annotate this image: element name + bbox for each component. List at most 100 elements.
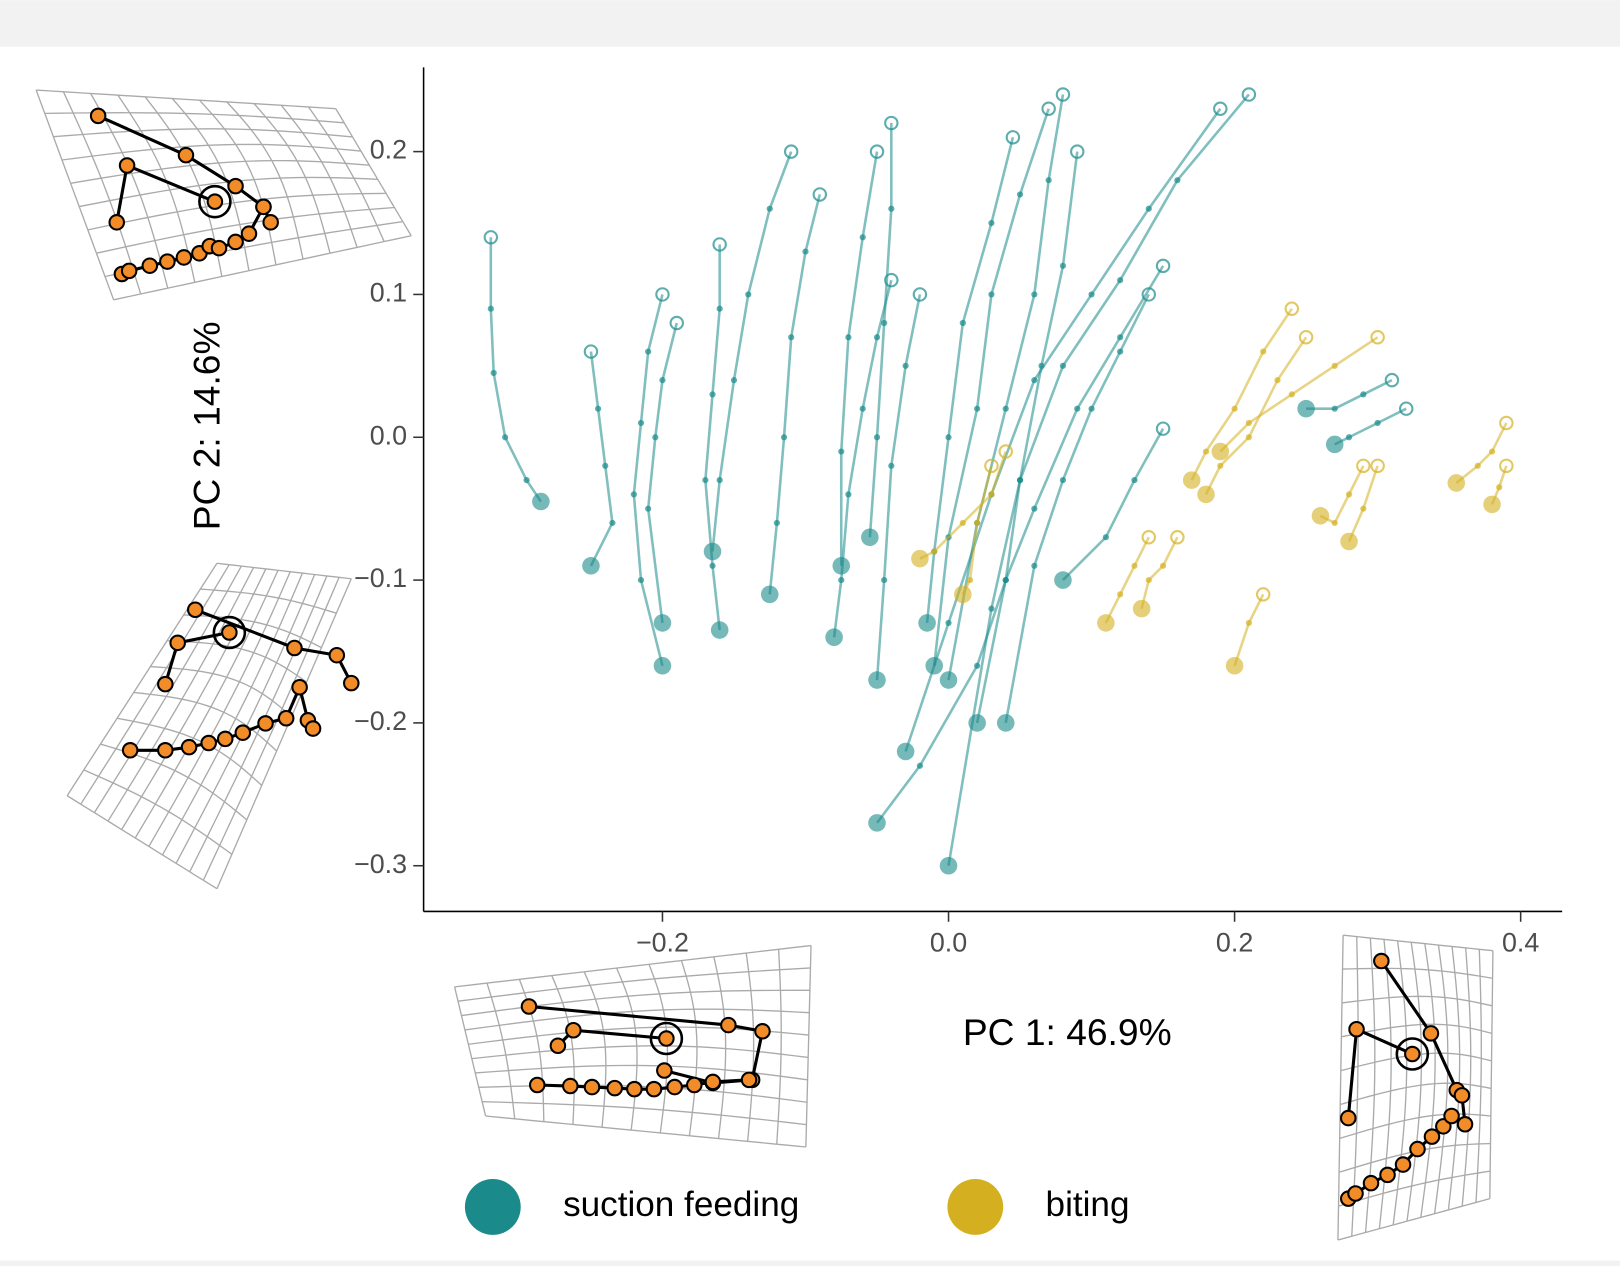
warp-grid — [117, 94, 196, 283]
point — [845, 334, 852, 341]
warp-grid — [116, 717, 263, 786]
point — [945, 619, 952, 627]
point — [1345, 434, 1353, 441]
landmark — [180, 738, 198, 756]
point — [766, 205, 773, 212]
warp-grid — [583, 971, 607, 1128]
trajectory — [925, 137, 1015, 624]
start-point — [1213, 101, 1228, 116]
landmark — [1347, 1185, 1364, 1202]
warp-grid — [1461, 947, 1472, 1207]
point — [838, 448, 845, 455]
point — [1245, 619, 1252, 627]
trajectory — [1204, 336, 1308, 495]
start-point — [583, 344, 599, 359]
landmark — [157, 675, 174, 693]
warp-grid — [1341, 1023, 1493, 1038]
start-point — [998, 444, 1013, 459]
warp-grid — [745, 952, 755, 1142]
landmark — [1404, 1045, 1421, 1063]
trajectory — [704, 244, 721, 631]
start-point — [1298, 330, 1314, 345]
end-point — [868, 671, 886, 689]
end-point — [1097, 614, 1115, 632]
trajectory — [868, 123, 893, 538]
point — [1088, 405, 1095, 412]
warp-grid — [1351, 936, 1359, 1237]
point — [1117, 591, 1124, 598]
end-point — [939, 856, 958, 875]
warp-grid — [175, 574, 316, 864]
point — [1260, 348, 1267, 355]
top-bar — [0, 0, 1620, 47]
landmark — [262, 214, 279, 231]
x-tick-label: 0.0 — [930, 928, 967, 958]
warp-grid — [202, 577, 340, 881]
x-tick-label: 0.2 — [1216, 928, 1253, 958]
point — [888, 205, 895, 212]
warp-grid — [134, 570, 279, 839]
end-point — [653, 656, 672, 675]
start-point — [1370, 330, 1385, 345]
landmark-ring — [198, 184, 232, 219]
point — [1059, 362, 1067, 369]
landmark — [1348, 1020, 1365, 1038]
point — [974, 662, 981, 669]
landmark — [1340, 1109, 1357, 1127]
trajectory — [875, 265, 1165, 824]
end-point — [1211, 442, 1230, 461]
point — [916, 762, 924, 769]
warp-grid — [161, 572, 304, 856]
warp-grid — [1343, 934, 1493, 952]
point — [716, 477, 723, 484]
warp-grid — [133, 691, 278, 752]
point — [988, 605, 995, 612]
warp-grid — [1378, 939, 1392, 1229]
start-point — [1055, 87, 1071, 102]
trajectory — [1306, 378, 1393, 410]
warp-grid — [805, 945, 812, 1148]
y-tick-label: −0.1 — [354, 563, 407, 593]
point — [487, 305, 494, 312]
warp-grid — [1337, 1198, 1490, 1241]
start-point — [884, 115, 899, 131]
point — [637, 419, 645, 427]
start-point — [869, 144, 885, 159]
warp-grid — [486, 982, 516, 1119]
trajectory — [1104, 536, 1150, 624]
x-tick-label: −0.2 — [636, 928, 689, 958]
landmark — [1453, 1087, 1471, 1104]
end-point — [532, 492, 550, 511]
warp-grid — [1433, 944, 1449, 1214]
point — [1288, 391, 1295, 398]
warp-grid — [1337, 935, 1344, 1240]
landmark — [169, 634, 186, 652]
end-point — [911, 549, 929, 568]
start-point — [884, 272, 899, 288]
point — [902, 362, 909, 369]
end-point — [868, 814, 886, 832]
warp-grid — [280, 104, 358, 248]
point — [1045, 177, 1052, 184]
warp-grid — [61, 143, 361, 161]
landmark — [304, 720, 322, 737]
start-point — [1141, 530, 1157, 545]
landmark-ring — [1395, 1037, 1430, 1071]
landmark — [221, 624, 238, 641]
end-point — [918, 614, 936, 632]
landmark — [626, 1080, 643, 1098]
trajectory — [1062, 428, 1165, 581]
landmark-ring — [212, 615, 247, 650]
warp-grid — [87, 192, 387, 231]
start-point — [1370, 458, 1385, 474]
warp-grid — [90, 93, 169, 289]
warp-grid — [216, 578, 352, 889]
landmark — [754, 1023, 771, 1040]
point — [1174, 177, 1181, 184]
end-point — [996, 714, 1015, 732]
warp-grid — [53, 128, 353, 138]
warp-grid — [226, 101, 304, 260]
point — [945, 434, 952, 441]
point — [838, 576, 845, 584]
